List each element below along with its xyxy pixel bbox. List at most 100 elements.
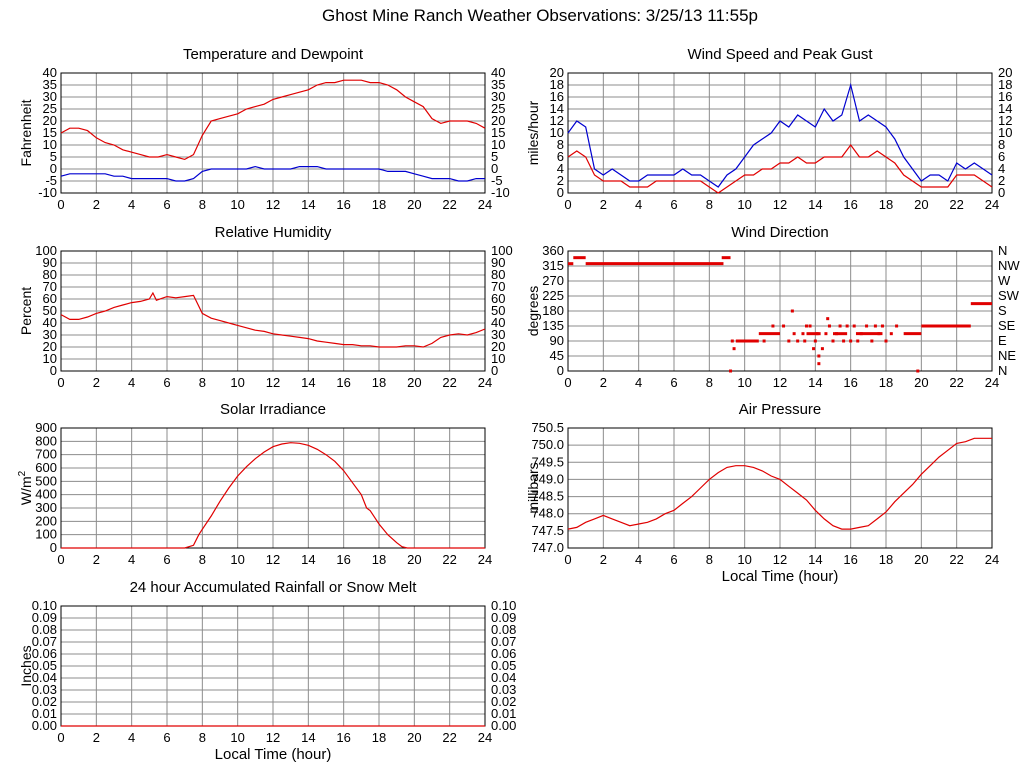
temperature-right-tick-label: 5 bbox=[491, 149, 498, 164]
humidity-xtick-label: 0 bbox=[57, 375, 64, 390]
pressure-xtick-label: 16 bbox=[843, 552, 857, 567]
wind-direction-right-tick-label: NE bbox=[998, 348, 1016, 363]
rainfall-right-tick-label: 0.10 bbox=[491, 598, 516, 613]
rainfall-right-tick-label: 0.05 bbox=[491, 658, 516, 673]
rainfall-xtick-label: 16 bbox=[336, 730, 350, 745]
wind-direction-point bbox=[730, 339, 734, 343]
wind-direction-xtick-label: 20 bbox=[914, 375, 928, 390]
pressure-xtick-label: 10 bbox=[737, 552, 751, 567]
humidity-ytick-label: 70 bbox=[43, 279, 57, 294]
wind-direction-ytick-label: 315 bbox=[542, 258, 564, 273]
wind-speed-xtick-label: 8 bbox=[706, 197, 713, 212]
temperature-ytick-label: 15 bbox=[43, 125, 57, 140]
wind-speed-ytick-label: 2 bbox=[557, 173, 564, 188]
temperature-ytick-label: 5 bbox=[50, 149, 57, 164]
wind-speed-xtick-label: 14 bbox=[808, 197, 822, 212]
solar-xtick-label: 20 bbox=[407, 552, 421, 567]
wind-direction-point bbox=[787, 339, 791, 343]
wind-direction-point bbox=[849, 339, 853, 343]
wind-speed-xtick-label: 22 bbox=[949, 197, 963, 212]
rainfall-right-tick-label: 0.04 bbox=[491, 670, 516, 685]
humidity-xtick-label: 8 bbox=[199, 375, 206, 390]
humidity-ytick-label: 40 bbox=[43, 315, 57, 330]
wind-direction-xtick-label: 24 bbox=[985, 375, 999, 390]
wind-direction-point bbox=[916, 369, 920, 373]
wind-direction-frame bbox=[567, 250, 993, 372]
pressure-ytick-label: 748.0 bbox=[531, 506, 564, 521]
humidity-xtick-label: 10 bbox=[230, 375, 244, 390]
wind-direction-point bbox=[845, 324, 849, 328]
humidity-frame bbox=[60, 250, 486, 372]
wind-speed-xtick-label: 0 bbox=[564, 197, 571, 212]
wind-speed-ytick-label: 16 bbox=[550, 89, 564, 104]
rainfall-xtick-label: 20 bbox=[407, 730, 421, 745]
rainfall-chart: 24 hour Accumulated Rainfall or Snow Mel… bbox=[18, 579, 516, 763]
temperature-ytick-label: 30 bbox=[43, 89, 57, 104]
humidity-right-tick-label: 0 bbox=[491, 363, 498, 378]
wind-direction-point bbox=[889, 332, 893, 336]
rainfall-ytick-label: 0.09 bbox=[32, 610, 57, 625]
wind-speed-ytick-label: 4 bbox=[557, 161, 564, 176]
rainfall-right-tick-label: 0.00 bbox=[491, 718, 516, 733]
temperature-right-tick-label: 10 bbox=[491, 137, 505, 152]
temperature-xtick-label: 0 bbox=[57, 197, 64, 212]
wind-direction-xtick-label: 16 bbox=[843, 375, 857, 390]
temperature-ytick-label: 40 bbox=[43, 65, 57, 80]
temperature-xtick-label: 22 bbox=[442, 197, 456, 212]
wind-direction-right-tick-label: SW bbox=[998, 288, 1020, 303]
wind-direction-point bbox=[817, 362, 821, 366]
rainfall-ytick-label: 0.07 bbox=[32, 634, 57, 649]
solar-ylabel-superscript: 2 bbox=[17, 470, 28, 476]
humidity-right-tick-label: 90 bbox=[491, 255, 505, 270]
pressure-ytick-label: 749.0 bbox=[531, 471, 564, 486]
humidity-right-tick-label: 60 bbox=[491, 291, 505, 306]
temperature-title: Temperature and Dewpoint bbox=[183, 46, 364, 63]
wind-direction-point bbox=[796, 339, 800, 343]
wind-speed-ytick-label: 18 bbox=[550, 77, 564, 92]
rainfall-ytick-label: 0.06 bbox=[32, 646, 57, 661]
wind-speed-xtick-label: 18 bbox=[879, 197, 893, 212]
humidity-xtick-label: 6 bbox=[163, 375, 170, 390]
wind-speed-ytick-label: 12 bbox=[550, 113, 564, 128]
temperature-xtick-label: 4 bbox=[128, 197, 135, 212]
wind-direction-point bbox=[815, 332, 819, 336]
wind-speed-ytick-label: 8 bbox=[557, 137, 564, 152]
wind-direction-point bbox=[732, 347, 736, 351]
wind-speed-right-tick-label: 4 bbox=[998, 161, 1005, 176]
pressure-ylabel: millibars bbox=[525, 462, 541, 513]
wind-direction-point bbox=[873, 324, 877, 328]
temperature-ytick-label: 35 bbox=[43, 77, 57, 92]
pressure-series-line-0 bbox=[567, 437, 992, 530]
wind-direction-point bbox=[859, 332, 863, 336]
wind-speed-xtick-label: 6 bbox=[670, 197, 677, 212]
wind-direction-xtick-label: 10 bbox=[737, 375, 751, 390]
wind-speed-xtick-label: 10 bbox=[737, 197, 751, 212]
temperature-xtick-label: 10 bbox=[230, 197, 244, 212]
solar-xtick-label: 4 bbox=[128, 552, 135, 567]
wind-direction-point bbox=[790, 309, 794, 313]
rainfall-ytick-label: 0.08 bbox=[32, 622, 57, 637]
wind-direction-right-tick-label: N bbox=[998, 243, 1007, 258]
wind-direction-point bbox=[870, 339, 874, 343]
wind-direction-right-tick-label: N bbox=[998, 363, 1007, 378]
temperature-ytick-label: -5 bbox=[45, 173, 57, 188]
humidity-ytick-label: 50 bbox=[43, 303, 57, 318]
humidity-xtick-label: 4 bbox=[128, 375, 135, 390]
temperature-ytick-label: 25 bbox=[43, 101, 57, 116]
wind-direction-point bbox=[729, 369, 733, 373]
wind-direction-point bbox=[880, 324, 884, 328]
wind-direction-point bbox=[801, 332, 805, 336]
wind-speed-right-tick-label: 18 bbox=[998, 77, 1012, 92]
humidity-xtick-label: 20 bbox=[407, 375, 421, 390]
wind-direction-point bbox=[856, 339, 860, 343]
temperature-right-tick-label: -10 bbox=[491, 185, 510, 200]
humidity-ytick-label: 100 bbox=[35, 243, 57, 258]
pressure-xtick-label: 24 bbox=[985, 552, 999, 567]
temperature-right-tick-label: 40 bbox=[491, 65, 505, 80]
wind-direction-point bbox=[820, 347, 824, 351]
wind-speed-ylabel: miles/hour bbox=[525, 100, 541, 165]
rainfall-right-tick-label: 0.03 bbox=[491, 682, 516, 697]
wind-direction-point bbox=[812, 347, 816, 351]
